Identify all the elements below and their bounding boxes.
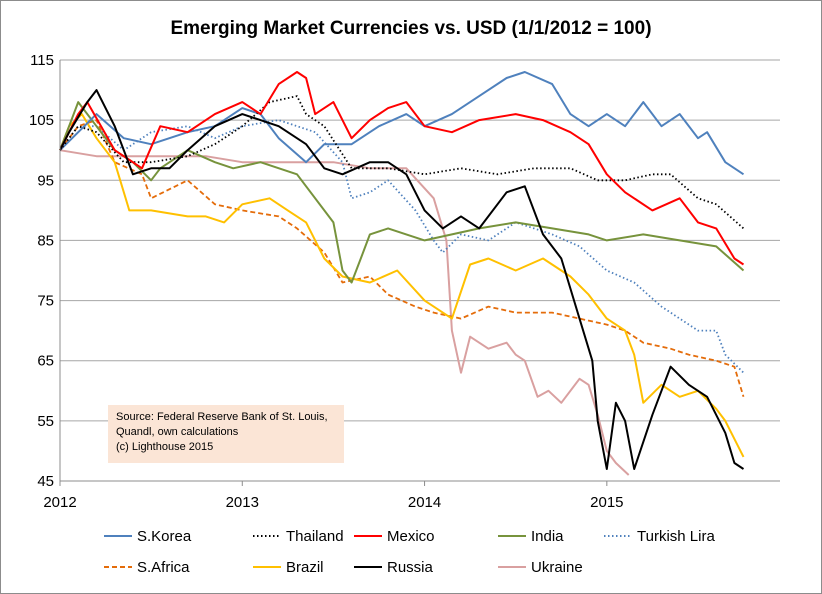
legend-label: Thailand: [286, 528, 344, 545]
y-axis-tick-labels: 45 55 65 75 85 95 105 115: [29, 52, 54, 490]
y-tick-label: 45: [37, 473, 54, 490]
y-tick-label: 65: [37, 353, 54, 370]
chart-title: Emerging Market Currencies vs. USD (1/1/…: [170, 18, 651, 39]
y-tick-label: 95: [37, 172, 54, 189]
y-tick-label: 85: [37, 232, 54, 249]
source-line-2: Quandl, own calculations: [116, 426, 239, 438]
x-tick-label: 2013: [226, 494, 259, 511]
x-tick-label: 2015: [590, 494, 623, 511]
series-line-s-korea: [59, 71, 745, 176]
y-tick-label: 55: [37, 413, 54, 430]
y-tick-label: 115: [30, 52, 54, 69]
plot-area-border: [59, 60, 780, 482]
y-tick-label: 105: [29, 112, 54, 129]
legend-label: S.Korea: [137, 528, 192, 545]
legend-label: S.Africa: [137, 559, 190, 576]
x-tick-label: 2014: [408, 494, 441, 511]
legend: S.Korea Thailand Mexico India Turkish Lira S.…: [104, 528, 715, 576]
series-line-mexico: [59, 71, 745, 266]
source-line-3: (c) Lighthouse 2015: [116, 441, 214, 453]
series-line-s-africa: [59, 119, 745, 398]
legend-label: Ukraine: [531, 559, 583, 576]
source-annotation: Source: Federal Reserve Bank of St. Loui…: [108, 405, 344, 463]
legend-label: Turkish Lira: [637, 528, 715, 545]
y-tick-label: 75: [37, 293, 54, 310]
series-lines: [59, 71, 745, 476]
legend-label: Brazil: [286, 559, 324, 576]
legend-label: Russia: [387, 559, 434, 576]
series-line-brazil: [59, 113, 745, 458]
source-line-1: Source: Federal Reserve Bank of St. Loui…: [116, 411, 328, 423]
series-line-russia: [59, 89, 745, 470]
legend-label: Mexico: [387, 528, 435, 545]
x-axis-tick-labels: 2012 2013 2014 2015: [43, 481, 624, 511]
legend-label: India: [531, 528, 564, 545]
x-tick-label: 2012: [43, 494, 76, 511]
series-line-turkish-lira: [59, 119, 745, 374]
